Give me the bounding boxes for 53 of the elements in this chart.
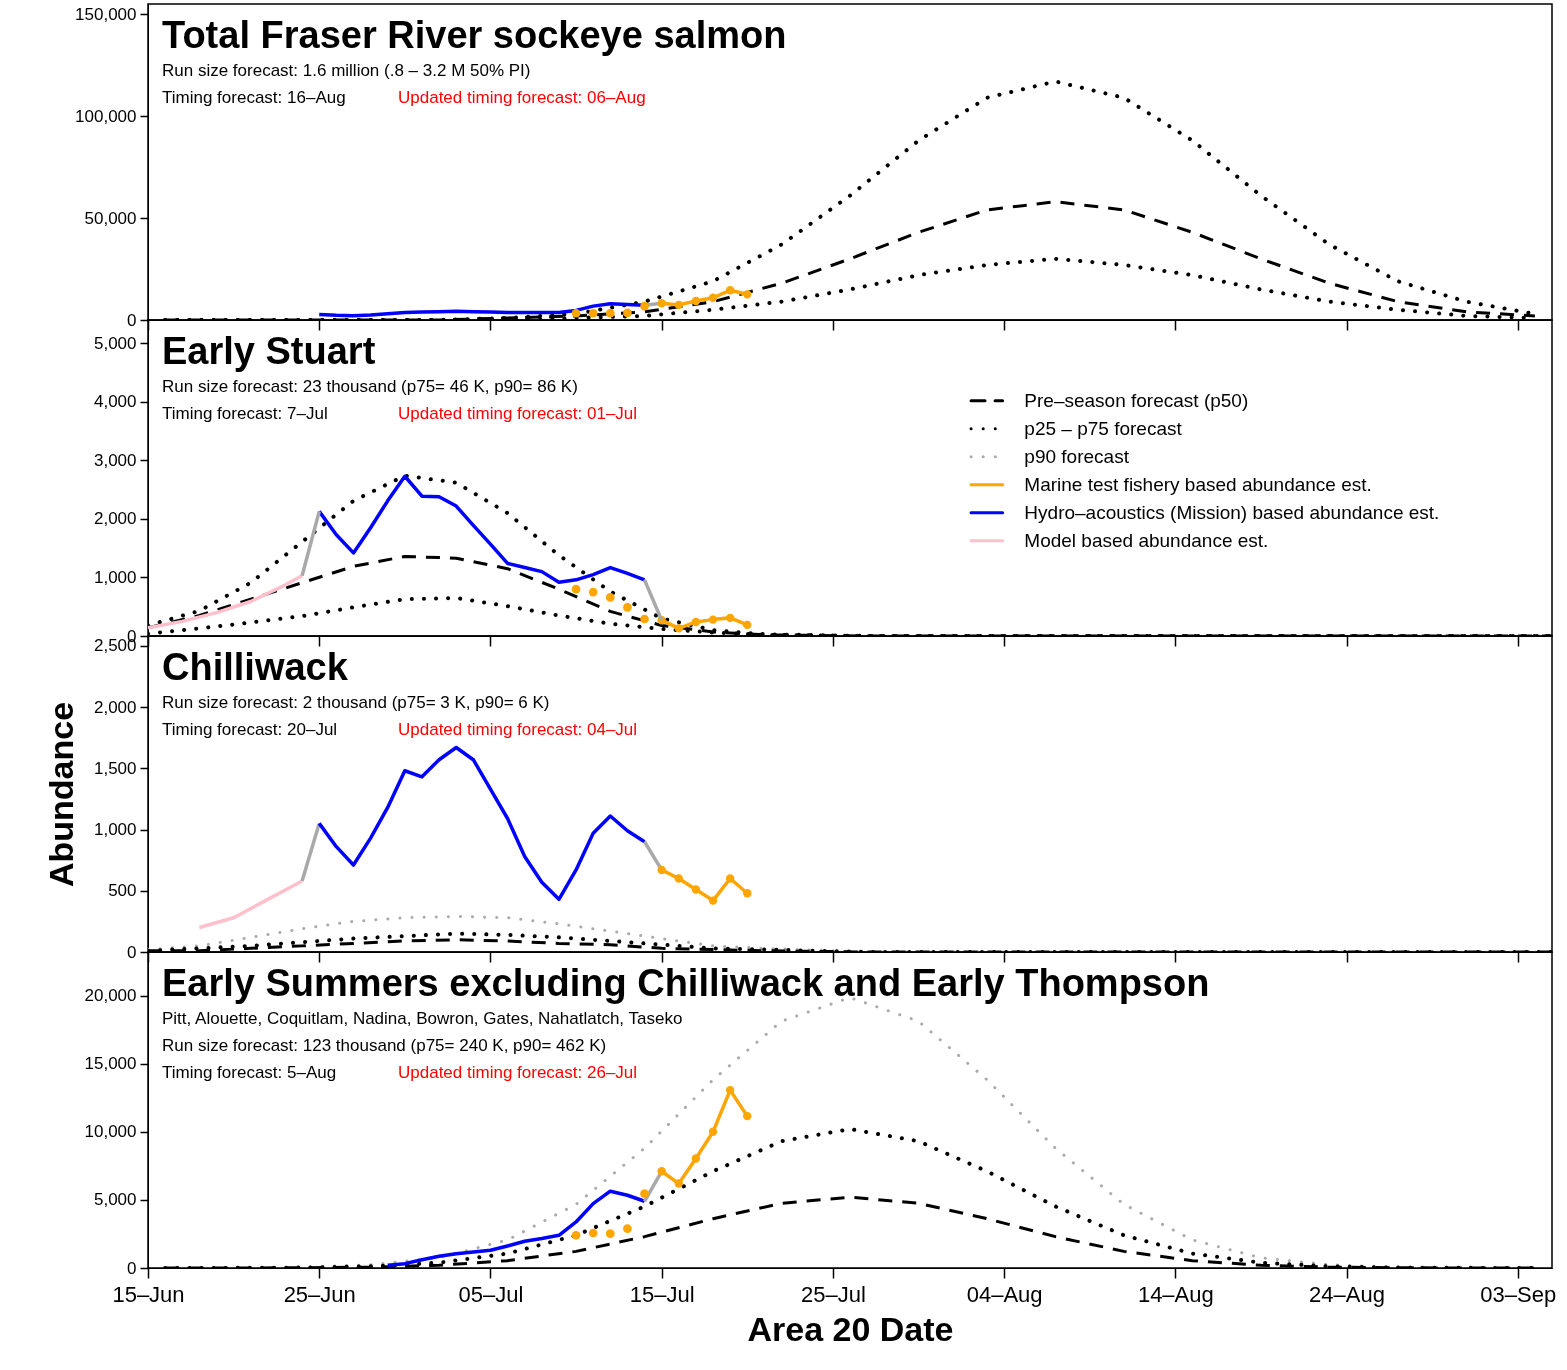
y-tick-label: 3,000 <box>93 450 137 470</box>
annotation: Updated timing forecast: 06–Aug <box>398 88 646 107</box>
x-tick-label: 05–Jul <box>458 1281 524 1307</box>
legend-label: Hydro–acoustics (Mission) based abundance est. <box>1024 501 1440 523</box>
x-tick-label: 15–Jun <box>112 1281 185 1307</box>
annotation: Updated timing forecast: 01–Jul <box>398 404 638 423</box>
chart-title: Early Stuart <box>162 330 376 372</box>
chart-title: Chilliwack <box>162 646 349 688</box>
annotation: Updated timing forecast: 26–Jul <box>398 1063 638 1082</box>
y-tick-label: 0 <box>127 310 137 330</box>
x-tick-label: 14–Aug <box>1137 1281 1214 1307</box>
annotation: Timing forecast: 16–Aug <box>162 88 346 107</box>
y-tick-label: 5,000 <box>93 1190 137 1210</box>
chart-title: Total Fraser River sockeye salmon <box>162 14 787 56</box>
y-tick-label: 1,500 <box>93 758 137 778</box>
annotation: Timing forecast: 20–Jul <box>162 720 338 739</box>
x-tick-label: 24–Aug <box>1309 1281 1385 1307</box>
chart-title: Early Summers excluding Chilliwack and Early Thompson <box>162 962 1210 1004</box>
legend-label: Marine test fishery based abundance est. <box>1024 473 1372 495</box>
y-tick-label: 1,000 <box>93 820 137 840</box>
y-tick-label: 100,000 <box>75 106 137 126</box>
text: Pitt, Alouette, Coquitlam, Nadina, Bowron, Gates, Nahatlatch, Taseko <box>162 1009 683 1028</box>
y-axis-title: Abundance <box>41 701 80 888</box>
annotation: Timing forecast: 5–Aug <box>162 1063 337 1082</box>
legend-label: p25 – p75 forecast <box>1024 417 1183 439</box>
y-tick-label: 10,000 <box>84 1122 137 1142</box>
x-tick-label: 25–Jun <box>283 1281 356 1307</box>
y-tick-label: 2,000 <box>93 697 137 717</box>
annotation: Timing forecast: 7–Jul <box>162 404 328 423</box>
y-tick-label: 150,000 <box>75 4 137 24</box>
x-tick-label: 04–Aug <box>966 1281 1043 1307</box>
y-tick-label: 500 <box>108 881 137 901</box>
y-tick-label: 50,000 <box>84 208 137 228</box>
y-tick-label: 0 <box>127 1258 137 1278</box>
x-tick-label: 15–Jul <box>629 1281 695 1307</box>
annotation: Run size forecast: 123 thousand (p75= 240 K, p90= 462 K) <box>162 1036 607 1055</box>
y-tick-label: 20,000 <box>84 986 137 1006</box>
legend-label: Pre–season forecast (p50) <box>1024 389 1249 411</box>
y-tick-label: 2,000 <box>93 509 137 529</box>
legend-label: p90 forecast <box>1024 445 1130 467</box>
y-tick-label: 1,000 <box>93 567 137 587</box>
x-tick-label: 03–Sep <box>1480 1281 1557 1307</box>
text: Run size forecast: 2 thousand (p75= 3 K, p90= 6 K) <box>162 693 550 712</box>
x-tick-label: 25–Jul <box>800 1281 866 1307</box>
text: Run size forecast: 1.6 million (.8 – 3.2 M 50% PI) <box>162 61 531 80</box>
annotation: Updated timing forecast: 04–Jul <box>398 720 638 739</box>
y-tick-label: 4,000 <box>93 392 137 412</box>
legend-label: Model based abundance est. <box>1024 529 1269 551</box>
x-axis-title: Area 20 Date <box>747 1309 954 1348</box>
y-tick-label: 0 <box>127 942 137 962</box>
y-tick-label: 5,000 <box>93 333 137 353</box>
y-tick-label: 15,000 <box>84 1054 137 1074</box>
text: Run size forecast: 23 thousand (p75= 46 K, p90= 86 K) <box>162 377 578 396</box>
